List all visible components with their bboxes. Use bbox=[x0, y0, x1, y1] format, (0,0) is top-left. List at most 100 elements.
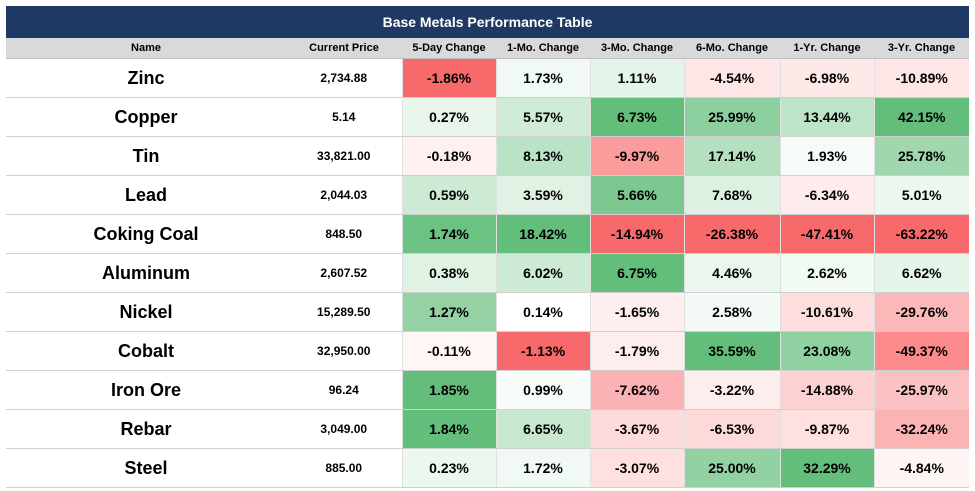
change-cell: 0.23% bbox=[401, 448, 496, 488]
change-cell: 1.93% bbox=[779, 136, 874, 176]
table-row: Aluminum 2,607.52 0.38% 6.02% 6.75% 4.46% 2.62… bbox=[6, 253, 969, 293]
current-price-cell: 2,044.03 bbox=[286, 175, 402, 215]
table-row: Cobalt 32,950.00 -0.11% -1.13% -1.79% 35.59% 2… bbox=[6, 331, 969, 371]
change-cell: 5.01% bbox=[873, 175, 969, 215]
header-row: Name Current Price 5-Day Change 1-Mo. Ch… bbox=[6, 38, 969, 59]
change-cell: 1.73% bbox=[495, 58, 590, 98]
metal-name-cell: Iron Ore bbox=[6, 370, 286, 410]
change-cell: -29.76% bbox=[873, 292, 969, 332]
change-cell: 7.68% bbox=[683, 175, 780, 215]
change-cell: 2.58% bbox=[683, 292, 780, 332]
metal-name-cell: Copper bbox=[6, 97, 286, 137]
metal-name-cell: Steel bbox=[6, 448, 286, 488]
change-cell: -6.53% bbox=[683, 409, 780, 449]
change-cell: -3.67% bbox=[589, 409, 684, 449]
table-row: Zinc 2,734.88 -1.86% 1.73% 1.11% -4.54% -6.98%… bbox=[6, 58, 969, 98]
column-header-1-yr: 1-Yr. Change bbox=[780, 38, 874, 59]
change-cell: 25.78% bbox=[873, 136, 969, 176]
change-cell: -6.34% bbox=[779, 175, 874, 215]
change-cell: 42.15% bbox=[873, 97, 969, 137]
change-cell: 6.73% bbox=[589, 97, 684, 137]
change-cell: 6.75% bbox=[589, 253, 684, 293]
change-cell: -63.22% bbox=[873, 214, 969, 254]
change-cell: 1.85% bbox=[401, 370, 496, 410]
change-cell: 35.59% bbox=[683, 331, 780, 371]
change-cell: 6.65% bbox=[495, 409, 590, 449]
table-row: Nickel 15,289.50 1.27% 0.14% -1.65% 2.58% -10.… bbox=[6, 292, 969, 332]
change-cell: 5.57% bbox=[495, 97, 590, 137]
change-cell: -4.84% bbox=[873, 448, 969, 488]
change-cell: 4.46% bbox=[683, 253, 780, 293]
column-header-3-yr: 3-Yr. Change bbox=[874, 38, 969, 59]
change-cell: 32.29% bbox=[779, 448, 874, 488]
current-price-cell: 848.50 bbox=[286, 214, 402, 254]
table-row: Rebar 3,049.00 1.84% 6.65% -3.67% -6.53% -9.87… bbox=[6, 409, 969, 449]
current-price-cell: 33,821.00 bbox=[286, 136, 402, 176]
metal-name-cell: Lead bbox=[6, 175, 286, 215]
change-cell: 8.13% bbox=[495, 136, 590, 176]
current-price-cell: 96.24 bbox=[286, 370, 402, 410]
change-cell: -49.37% bbox=[873, 331, 969, 371]
change-cell: -25.97% bbox=[873, 370, 969, 410]
table-title: Base Metals Performance Table bbox=[6, 6, 969, 38]
change-cell: 1.27% bbox=[401, 292, 496, 332]
metal-name-cell: Cobalt bbox=[6, 331, 286, 371]
table-row: Coking Coal 848.50 1.74% 18.42% -14.94% -26.3… bbox=[6, 214, 969, 254]
change-cell: 1.84% bbox=[401, 409, 496, 449]
change-cell: 1.72% bbox=[495, 448, 590, 488]
current-price-cell: 15,289.50 bbox=[286, 292, 402, 332]
change-cell: -1.65% bbox=[589, 292, 684, 332]
performance-table: Name Current Price 5-Day Change 1-Mo. Ch… bbox=[6, 38, 969, 488]
column-header-current-price: Current Price bbox=[286, 38, 402, 59]
metal-name-cell: Zinc bbox=[6, 58, 286, 98]
current-price-cell: 32,950.00 bbox=[286, 331, 402, 371]
table-row: Lead 2,044.03 0.59% 3.59% 5.66% 7.68% -6.34% 5.… bbox=[6, 175, 969, 215]
metal-name-cell: Aluminum bbox=[6, 253, 286, 293]
change-cell: -0.11% bbox=[401, 331, 496, 371]
metal-name-cell: Rebar bbox=[6, 409, 286, 449]
change-cell: 0.38% bbox=[401, 253, 496, 293]
change-cell: 0.27% bbox=[401, 97, 496, 137]
change-cell: -1.79% bbox=[589, 331, 684, 371]
current-price-cell: 2,734.88 bbox=[286, 58, 402, 98]
current-price-cell: 3,049.00 bbox=[286, 409, 402, 449]
change-cell: 17.14% bbox=[683, 136, 780, 176]
current-price-cell: 5.14 bbox=[286, 97, 402, 137]
current-price-cell: 2,607.52 bbox=[286, 253, 402, 293]
change-cell: 1.11% bbox=[589, 58, 684, 98]
change-cell: -26.38% bbox=[683, 214, 780, 254]
change-cell: -32.24% bbox=[873, 409, 969, 449]
change-cell: 1.74% bbox=[401, 214, 496, 254]
change-cell: 0.99% bbox=[495, 370, 590, 410]
change-cell: -1.86% bbox=[401, 58, 496, 98]
change-cell: -9.97% bbox=[589, 136, 684, 176]
table-row: Tin 33,821.00 -0.18% 8.13% -9.97% 17.14% 1.93%… bbox=[6, 136, 969, 176]
change-cell: 13.44% bbox=[779, 97, 874, 137]
change-cell: -3.07% bbox=[589, 448, 684, 488]
change-cell: -10.61% bbox=[779, 292, 874, 332]
column-header-6-mo: 6-Mo. Change bbox=[684, 38, 780, 59]
change-cell: -1.13% bbox=[495, 331, 590, 371]
change-cell: -10.89% bbox=[873, 58, 969, 98]
change-cell: 25.00% bbox=[683, 448, 780, 488]
column-header-5-day: 5-Day Change bbox=[402, 38, 496, 59]
change-cell: -14.94% bbox=[589, 214, 684, 254]
change-cell: -9.87% bbox=[779, 409, 874, 449]
change-cell: 0.59% bbox=[401, 175, 496, 215]
change-cell: -0.18% bbox=[401, 136, 496, 176]
metal-name-cell: Tin bbox=[6, 136, 286, 176]
change-cell: -14.88% bbox=[779, 370, 874, 410]
change-cell: 0.14% bbox=[495, 292, 590, 332]
change-cell: -4.54% bbox=[683, 58, 780, 98]
change-cell: -7.62% bbox=[589, 370, 684, 410]
table-row: Iron Ore 96.24 1.85% 0.99% -7.62% -3.22% -14.8… bbox=[6, 370, 969, 410]
column-header-3-mo: 3-Mo. Change bbox=[590, 38, 684, 59]
table-body: Zinc 2,734.88 -1.86% 1.73% 1.11% -4.54% -6.98%… bbox=[6, 58, 969, 488]
change-cell: 6.02% bbox=[495, 253, 590, 293]
metal-name-cell: Nickel bbox=[6, 292, 286, 332]
table-row: Steel 885.00 0.23% 1.72% -3.07% 25.00% 32.29% -… bbox=[6, 448, 969, 488]
current-price-cell: 885.00 bbox=[286, 448, 402, 488]
column-header-1-mo: 1-Mo. Change bbox=[496, 38, 590, 59]
change-cell: 5.66% bbox=[589, 175, 684, 215]
change-cell: 23.08% bbox=[779, 331, 874, 371]
